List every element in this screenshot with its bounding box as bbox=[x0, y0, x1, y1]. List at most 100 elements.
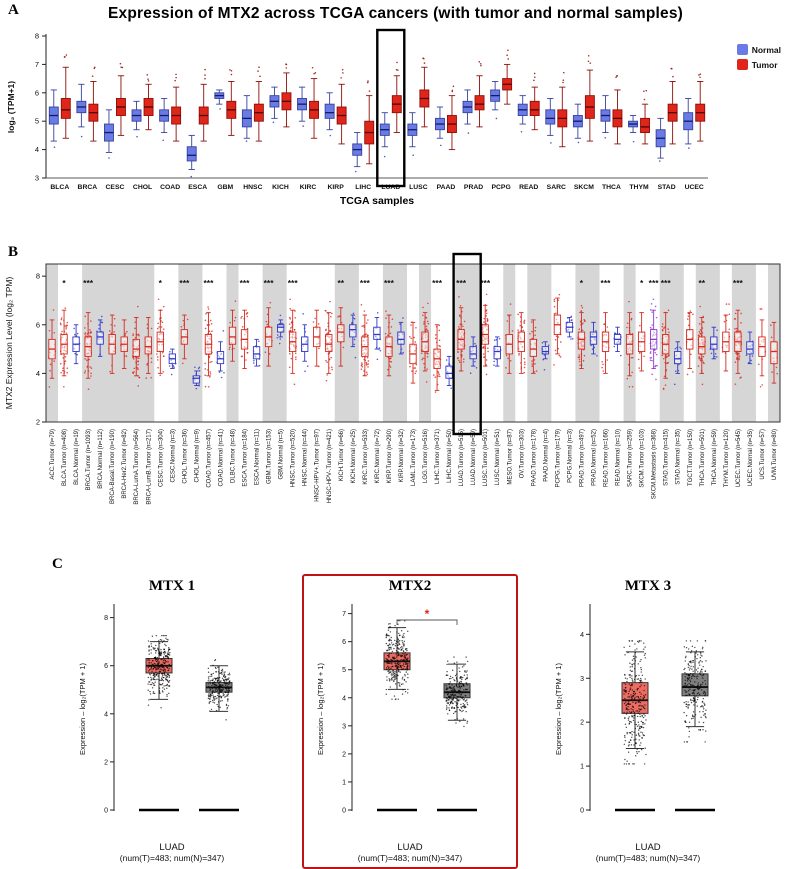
box-PAAD.Tumor bbox=[529, 319, 537, 374]
cohort-label: LUAD bbox=[397, 842, 423, 853]
box-BLCA.Tumor bbox=[60, 309, 68, 377]
box-normal-ESCA bbox=[186, 134, 197, 170]
box-LAML.Tumor bbox=[409, 321, 417, 384]
box-COAD.Normal bbox=[216, 341, 225, 372]
svg-text:READ.Tumor (n=166): READ.Tumor (n=166) bbox=[604, 429, 610, 487]
cohort-label: LUAD bbox=[635, 842, 661, 853]
box-tumor-LIHC bbox=[364, 95, 375, 165]
svg-text:UCEC.Tumor (n=545): UCEC.Tumor (n=545) bbox=[736, 429, 742, 487]
svg-text:LUAD.Normal (n=59): LUAD.Normal (n=59) bbox=[471, 429, 477, 485]
box-tumor-HNSC bbox=[253, 80, 264, 142]
box-MESO.Tumor bbox=[505, 314, 513, 374]
svg-text:THYM: THYM bbox=[629, 184, 649, 191]
svg-text:GBM.Tumor (n=153): GBM.Tumor (n=153) bbox=[267, 429, 273, 484]
normal-legend-label: Normal bbox=[751, 44, 781, 55]
panel-a-label: A bbox=[8, 2, 19, 18]
svg-text:CHOL.Tumor (n=36): CHOL.Tumor (n=36) bbox=[182, 429, 188, 484]
box-tumor-SKCM bbox=[584, 69, 595, 142]
svg-text:PCPG.Tumor (n=179): PCPG.Tumor (n=179) bbox=[555, 429, 561, 487]
box-tumor-PCPG bbox=[502, 63, 513, 105]
box-tumor-READ bbox=[529, 86, 540, 131]
legend-item-tumor: Tumor bbox=[736, 59, 781, 70]
svg-text:LAML.Tumor (n=173): LAML.Tumor (n=173) bbox=[411, 429, 417, 486]
svg-text:KICH.Tumor (n=66): KICH.Tumor (n=66) bbox=[339, 429, 345, 481]
tumor-legend-label: Tumor bbox=[751, 59, 778, 70]
svg-text:BRCA.Tumor (n=1093): BRCA.Tumor (n=1093) bbox=[86, 429, 92, 490]
box-CHOL.Normal bbox=[192, 370, 201, 386]
svg-text:READ.Normal (n=10): READ.Normal (n=10) bbox=[616, 429, 622, 486]
svg-text:BRCA-Basal.Tumor (n=190): BRCA-Basal.Tumor (n=190) bbox=[110, 429, 116, 504]
box-normal-READ bbox=[517, 95, 528, 125]
box-UCS.Tumor bbox=[758, 319, 766, 377]
svg-text:THCA.Normal (n=59): THCA.Normal (n=59) bbox=[712, 429, 718, 486]
box-tumor-THCA bbox=[612, 89, 623, 145]
box-tumor-THYM bbox=[640, 103, 650, 145]
svg-text:***: *** bbox=[179, 278, 190, 288]
svg-text:HNSC.Tumor (n=520): HNSC.Tumor (n=520) bbox=[291, 429, 297, 487]
svg-text:***: *** bbox=[661, 278, 672, 288]
svg-text:7: 7 bbox=[342, 611, 346, 618]
subplot-title: MTX2 bbox=[388, 578, 432, 594]
svg-text:5: 5 bbox=[342, 667, 346, 674]
svg-text:UCS.Tumor (n=57): UCS.Tumor (n=57) bbox=[760, 429, 766, 480]
box-tumor-KICH bbox=[281, 72, 292, 128]
svg-text:***: *** bbox=[432, 278, 443, 288]
box-tumor-BRCA bbox=[88, 80, 99, 142]
panel-c-chart-2: 0 1 2 3 4 Expression – log₂(TPM + 1) bbox=[554, 604, 715, 815]
box-LUSC.Normal bbox=[493, 336, 501, 367]
panel-c-chart-0: 0 2 4 6 8 Expression – log₂(TPM + 1) bbox=[78, 604, 239, 815]
panel-a-title: Expression of MTX2 across TCGA cancers (… bbox=[107, 5, 683, 22]
svg-text:3: 3 bbox=[342, 723, 346, 730]
svg-text:PCPG: PCPG bbox=[491, 184, 510, 191]
svg-text:2: 2 bbox=[580, 720, 584, 727]
box-ESCA.Normal bbox=[252, 338, 261, 367]
box-normal-BLCA bbox=[48, 89, 59, 142]
box-tumor-BLCA bbox=[60, 66, 71, 139]
box-THYM.Tumor bbox=[722, 314, 730, 372]
svg-text:8: 8 bbox=[104, 615, 108, 622]
svg-text:LUSC.Normal (n=51): LUSC.Normal (n=51) bbox=[495, 429, 501, 485]
panel-a-chart: 3 4 5 6 7 8 log₂ (TPM+1) BLCA BRCA CESC CHOL COAD ES… bbox=[6, 28, 708, 207]
box-THCA.Tumor bbox=[698, 317, 706, 374]
panel-c-row: MTX 1 0 2 4 6 8 Expression – log₂(TPM + 1) LU… bbox=[64, 574, 756, 869]
svg-text:STAD: STAD bbox=[658, 184, 676, 191]
svg-text:6: 6 bbox=[36, 320, 40, 329]
svg-text:THCA.Tumor (n=501): THCA.Tumor (n=501) bbox=[700, 429, 706, 487]
svg-text:KIRC: KIRC bbox=[300, 184, 317, 191]
svg-text:5: 5 bbox=[35, 117, 39, 126]
box-LGG.Tumor bbox=[421, 312, 429, 372]
box-UCEC.Tumor bbox=[734, 309, 742, 374]
svg-text:BRCA.Normal (n=112): BRCA.Normal (n=112) bbox=[98, 429, 104, 489]
legend-item-normal: Normal bbox=[736, 44, 781, 55]
box-BRCA-LumA.Tumor bbox=[132, 317, 140, 377]
box-LIHC.Normal bbox=[445, 355, 453, 386]
normal-color-swatch bbox=[736, 44, 748, 55]
svg-text:1: 1 bbox=[342, 779, 346, 786]
box-normal-LUAD bbox=[379, 112, 390, 148]
box-tumor-PAAD bbox=[447, 95, 457, 151]
svg-text:Expression – log₂(TPM + 1): Expression – log₂(TPM + 1) bbox=[316, 663, 325, 755]
svg-text:DLBC.Tumor (n=48): DLBC.Tumor (n=48) bbox=[231, 429, 237, 483]
svg-text:ESCA: ESCA bbox=[188, 184, 207, 191]
box-PRAD.Normal bbox=[589, 321, 598, 355]
box-tumor-KIRC bbox=[309, 78, 319, 139]
box-tumor-CESC bbox=[116, 75, 126, 136]
box-tumor-KIRP bbox=[336, 83, 347, 145]
svg-text:CHOL.Normal (n=9): CHOL.Normal (n=9) bbox=[194, 429, 200, 483]
box-LUSC.Tumor bbox=[481, 304, 489, 367]
svg-text:4: 4 bbox=[580, 632, 584, 639]
subplot-title: MTX 3 bbox=[624, 578, 672, 594]
box-normal-CHOL bbox=[131, 100, 142, 131]
svg-text:0: 0 bbox=[104, 808, 108, 815]
box-normal-STAD bbox=[655, 117, 666, 159]
panel-c-label: C bbox=[52, 556, 63, 572]
box-normal-CESC bbox=[104, 109, 114, 153]
svg-text:SKCM.Metastasis (n=368): SKCM.Metastasis (n=368) bbox=[652, 429, 658, 499]
box-normal-COAD bbox=[159, 98, 170, 134]
panel-a-legend: Normal Tumor bbox=[736, 44, 781, 70]
panel-c-subplot-mtx3: MTX 3 0 1 2 3 4 Expression – log₂(TPM + 1) LU… bbox=[540, 574, 756, 869]
svg-text:PAAD: PAAD bbox=[437, 184, 456, 191]
box-TGCT.Tumor bbox=[686, 312, 694, 369]
svg-text:2: 2 bbox=[36, 418, 40, 427]
svg-text:KIRP.Normal (n=32): KIRP.Normal (n=32) bbox=[399, 429, 405, 482]
